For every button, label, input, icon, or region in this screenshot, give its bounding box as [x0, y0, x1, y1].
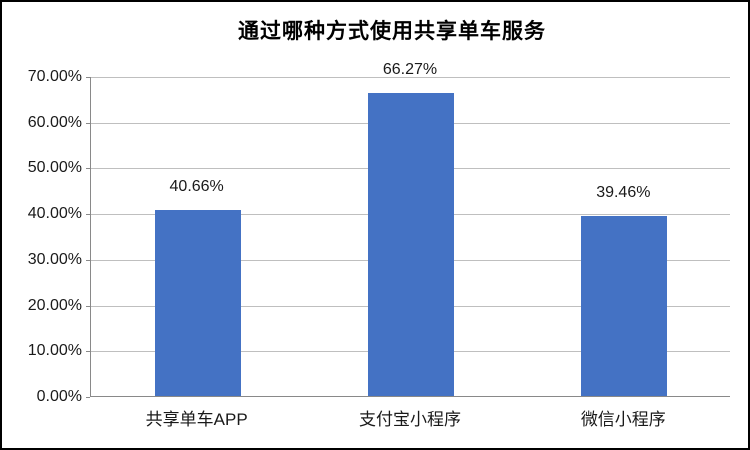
- y-axis-tick: [86, 214, 90, 216]
- data-label: 66.27%: [382, 61, 438, 79]
- x-axis-category-label: 共享单车APP: [145, 410, 248, 429]
- x-axis-category-label: 支付宝小程序: [358, 410, 461, 429]
- data-label: 39.46%: [596, 183, 651, 201]
- y-axis-tick-label: 20.00%: [27, 296, 82, 314]
- y-axis-tick-label: 70.00%: [27, 68, 82, 85]
- gridline: [91, 77, 730, 78]
- y-axis-tick: [86, 168, 90, 170]
- x-axis-category-label: 微信小程序: [580, 410, 666, 429]
- y-axis-tick: [86, 259, 90, 261]
- y-axis-tick: [86, 77, 90, 78]
- y-axis-tick-label: 40.00%: [27, 205, 82, 223]
- y-axis-tick-label: 30.00%: [27, 250, 82, 268]
- bar-1: [154, 210, 241, 396]
- y-axis-tick: [86, 397, 90, 398]
- y-axis-tick-label: 50.00%: [27, 159, 82, 177]
- y-axis-tick: [86, 122, 90, 124]
- plot-area: [90, 77, 730, 397]
- data-label: 40.66%: [169, 178, 224, 196]
- y-axis-tick: [86, 351, 90, 353]
- y-axis-tick-label: 60.00%: [27, 113, 82, 131]
- bar-2: [368, 93, 454, 396]
- chart-title: 通过哪种方式使用共享单车服务: [238, 20, 546, 43]
- bar-3: [581, 215, 668, 396]
- y-axis-tick-label: 0.00%: [36, 388, 82, 405]
- y-axis-tick-label: 10.00%: [27, 342, 82, 360]
- y-axis-tick: [86, 305, 90, 307]
